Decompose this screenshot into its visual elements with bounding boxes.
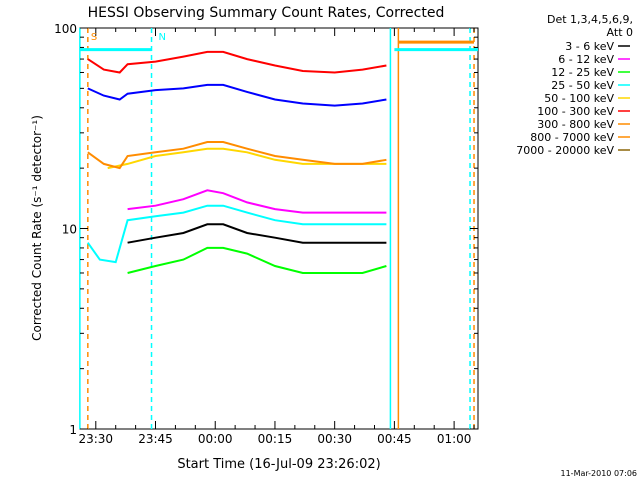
- legend-label: 100 - 300 keV: [537, 105, 614, 118]
- y-tick-label: 10: [62, 223, 77, 237]
- legend-header: Att 0: [607, 26, 633, 39]
- legend-label: 3 - 6 keV: [565, 40, 614, 53]
- legend-label: 7000 - 20000 keV: [516, 144, 614, 157]
- x-tick-label: 23:30: [78, 432, 113, 446]
- series-line: [87, 141, 387, 170]
- y-tick-label: 100: [54, 22, 77, 36]
- series-line: [107, 147, 387, 170]
- x-tick-label: 00:30: [317, 432, 352, 446]
- y-axis-label: Corrected Count Rate (s⁻¹ detector⁻¹): [30, 115, 44, 341]
- legend-header: Det 1,3,4,5,6,9,: [547, 13, 633, 26]
- y-tick-label: 1: [69, 423, 77, 437]
- legend-label: 6 - 12 keV: [558, 53, 614, 66]
- plot-area: [79, 27, 479, 430]
- series-line: [87, 83, 387, 107]
- series-line: [127, 189, 387, 214]
- legend-label: 50 - 100 keV: [544, 92, 614, 105]
- series-line: [87, 50, 387, 74]
- x-tick-label: 23:45: [138, 432, 173, 446]
- series-line: [127, 223, 387, 244]
- chart-title: HESSI Observing Summary Count Rates, Cor…: [88, 5, 445, 21]
- legend-label: 25 - 50 keV: [551, 79, 614, 92]
- reference-lines: [79, 28, 478, 429]
- legend-label: 12 - 25 keV: [551, 66, 614, 79]
- series-line: [127, 246, 387, 274]
- x-tick-label: 00:15: [258, 432, 293, 446]
- x-tick-label: 01:00: [437, 432, 472, 446]
- x-tick-label: 00:45: [377, 432, 412, 446]
- x-axis-label: Start Time (16-Jul-09 23:26:02): [177, 457, 380, 472]
- annotation-label: N: [159, 32, 166, 43]
- legend-label: 800 - 7000 keV: [530, 131, 614, 144]
- series-line: [86, 204, 387, 264]
- annotation-label: S: [91, 32, 97, 43]
- timestamp: 11-Mar-2010 07:06: [561, 469, 638, 478]
- legend-label: 300 - 800 keV: [537, 118, 614, 131]
- axes: 23:30 23:45 00:00 00:15 00:30 00:45 01:00 1 10 10…: [54, 22, 478, 446]
- series-group: [86, 50, 387, 274]
- x-tick-label: 00:00: [198, 432, 233, 446]
